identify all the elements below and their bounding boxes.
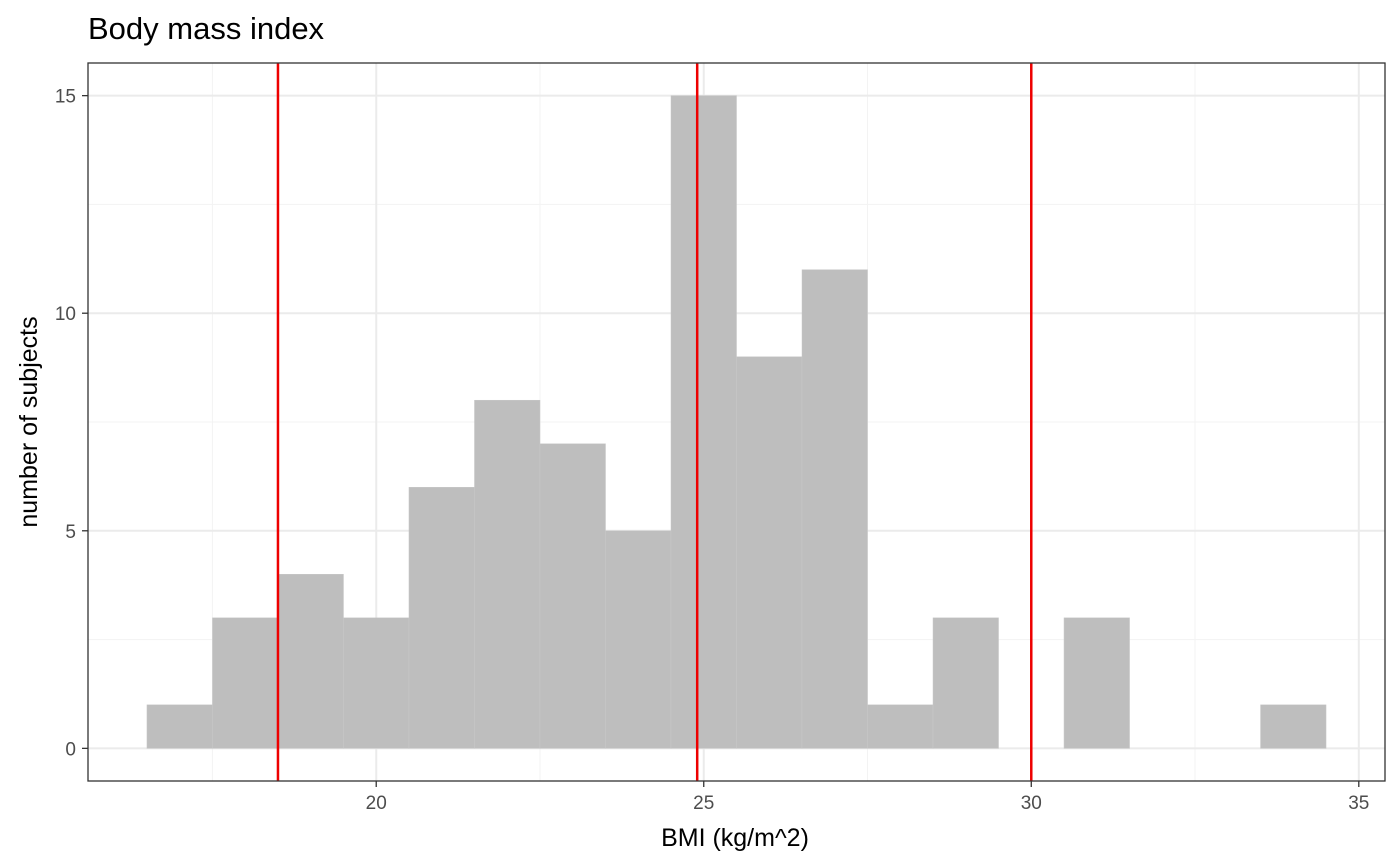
- y-tick-label: 0: [65, 739, 76, 760]
- reference-lines: [276, 63, 1033, 781]
- x-axis-ticks: 20 25 30 35: [366, 781, 1369, 814]
- histogram-bar: [343, 617, 410, 749]
- x-tick-label: 35: [1348, 793, 1369, 814]
- panel-border: [87, 62, 1386, 782]
- histogram-bar: [801, 269, 868, 749]
- y-tick-label: 15: [55, 87, 76, 108]
- y-axis-title: number of subjects: [15, 316, 43, 527]
- y-tick-label: 10: [55, 304, 76, 325]
- histogram-bar: [736, 356, 803, 749]
- histogram-bar: [867, 704, 934, 749]
- histogram-bar: [932, 617, 999, 749]
- x-tick-label: 30: [1021, 793, 1042, 814]
- y-tick-label: 5: [65, 522, 76, 543]
- histogram-bar: [146, 704, 213, 749]
- histogram-bar: [670, 95, 737, 749]
- x-tick-label: 25: [693, 793, 714, 814]
- histogram-bar: [212, 617, 279, 749]
- histogram-bar: [605, 530, 672, 749]
- histogram-bar: [408, 487, 475, 749]
- histogram-bar: [277, 574, 344, 749]
- x-tick-label: 20: [366, 793, 387, 814]
- chart-title: Body mass index: [88, 11, 325, 46]
- histogram-bar: [1063, 617, 1130, 749]
- y-axis-ticks: 0 5 10 15: [55, 87, 88, 760]
- histogram-bar: [1260, 704, 1327, 749]
- histogram-bar: [474, 399, 541, 749]
- histogram-bars: [146, 95, 1327, 749]
- x-axis-title: BMI (kg/m^2): [661, 824, 809, 852]
- histogram-bar: [539, 443, 606, 749]
